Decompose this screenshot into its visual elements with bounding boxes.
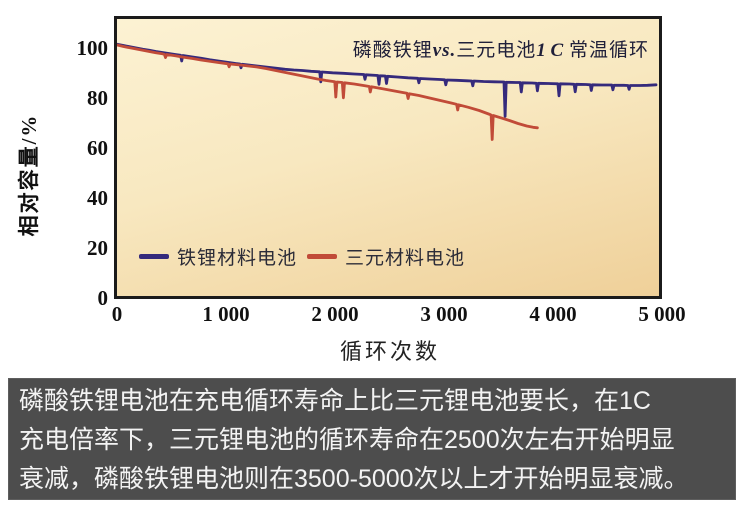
plot-title-part1: 磷酸铁锂 bbox=[352, 40, 433, 61]
caption-line-1: 磷酸铁锂电池在充电循环寿命上比三元锂电池要长，在1C bbox=[19, 387, 651, 415]
chart-area: 相对容量/% 100 80 60 40 20 0 磷酸铁锂vs.三元电池1 C … bbox=[17, 16, 686, 364]
y-tick-100: 100 bbox=[76, 36, 109, 60]
x-tick-0: 0 bbox=[111, 302, 123, 326]
legend-label-lfp: 铁锂材料电池 bbox=[177, 248, 298, 269]
plot-title-part5: 常温循环 bbox=[563, 40, 649, 61]
chart-plot-svg bbox=[117, 42, 658, 141]
plot-box: 磷酸铁锂vs.三元电池1 C 常温循环 铁锂材料电池 三元材料电池 bbox=[114, 16, 662, 299]
legend-item-ternary: 三元材料电池 bbox=[307, 243, 465, 270]
y-tick-20: 20 bbox=[87, 236, 108, 260]
legend: 铁锂材料电池 三元材料电池 bbox=[139, 243, 465, 270]
plot-title-part3: 三元电池 bbox=[456, 40, 537, 61]
legend-swatch-1 bbox=[307, 254, 338, 259]
y-axis-label: 相对容量/% bbox=[17, 113, 41, 237]
y-tick-40: 40 bbox=[87, 186, 108, 210]
x-tick-3000: 3 000 bbox=[420, 302, 468, 326]
plot-title-vs: vs. bbox=[432, 40, 457, 61]
legend-swatch-0 bbox=[139, 254, 169, 259]
plot-title: 磷酸铁锂vs.三元电池1 C 常温循环 bbox=[353, 35, 649, 62]
x-tick-4000: 4 000 bbox=[529, 302, 577, 326]
legend-label-ternary: 三元材料电池 bbox=[345, 248, 466, 269]
x-axis-label: 循环次数 bbox=[339, 339, 440, 364]
y-tick-60: 60 bbox=[87, 136, 108, 160]
plot-title-1c: 1 C bbox=[536, 40, 564, 61]
caption-panel: 磷酸铁锂电池在充电循环寿命上比三元锂电池要长，在1C 充电倍率下，三元锂电池的循… bbox=[8, 378, 736, 500]
x-tick-2000: 2 000 bbox=[311, 302, 359, 326]
x-tick-5000: 5 000 bbox=[638, 302, 686, 326]
caption-line-3: 衰减，磷酸铁锂电池则在3500-5000次以上才开始明显衰减。 bbox=[19, 465, 689, 493]
legend-item-lfp: 铁锂材料电池 bbox=[139, 243, 297, 270]
y-tick-80: 80 bbox=[87, 86, 108, 110]
y-tick-0: 0 bbox=[97, 286, 109, 310]
x-tick-1000: 1 000 bbox=[202, 302, 250, 326]
caption-line-2: 充电倍率下，三元锂电池的循环寿命在2500次左右开始明显 bbox=[19, 426, 675, 454]
